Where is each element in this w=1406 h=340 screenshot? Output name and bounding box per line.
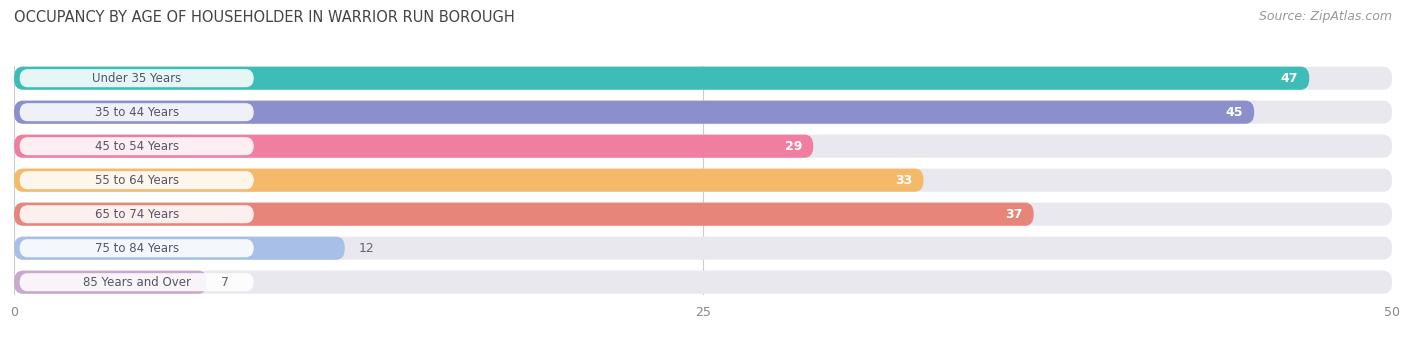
FancyBboxPatch shape [14, 169, 924, 192]
Text: OCCUPANCY BY AGE OF HOUSEHOLDER IN WARRIOR RUN BOROUGH: OCCUPANCY BY AGE OF HOUSEHOLDER IN WARRI… [14, 10, 515, 25]
Text: 65 to 74 Years: 65 to 74 Years [94, 208, 179, 221]
FancyBboxPatch shape [20, 273, 254, 291]
Text: 7: 7 [221, 276, 229, 289]
Text: Source: ZipAtlas.com: Source: ZipAtlas.com [1258, 10, 1392, 23]
FancyBboxPatch shape [14, 271, 1392, 294]
Text: 45 to 54 Years: 45 to 54 Years [94, 140, 179, 153]
FancyBboxPatch shape [14, 101, 1254, 124]
Text: 55 to 64 Years: 55 to 64 Years [94, 174, 179, 187]
FancyBboxPatch shape [14, 67, 1392, 90]
Text: 45: 45 [1226, 106, 1243, 119]
Text: 37: 37 [1005, 208, 1022, 221]
FancyBboxPatch shape [14, 169, 1392, 192]
FancyBboxPatch shape [14, 237, 344, 260]
FancyBboxPatch shape [14, 67, 1309, 90]
FancyBboxPatch shape [14, 135, 1392, 158]
Text: 47: 47 [1281, 72, 1298, 85]
Text: Under 35 Years: Under 35 Years [91, 72, 181, 85]
Text: 12: 12 [359, 242, 374, 255]
Text: 29: 29 [785, 140, 803, 153]
FancyBboxPatch shape [14, 203, 1033, 226]
Text: 33: 33 [896, 174, 912, 187]
Text: 85 Years and Over: 85 Years and Over [83, 276, 191, 289]
FancyBboxPatch shape [20, 239, 254, 257]
FancyBboxPatch shape [20, 171, 254, 189]
FancyBboxPatch shape [14, 237, 1392, 260]
FancyBboxPatch shape [20, 205, 254, 223]
FancyBboxPatch shape [20, 137, 254, 155]
Text: 75 to 84 Years: 75 to 84 Years [94, 242, 179, 255]
FancyBboxPatch shape [20, 103, 254, 121]
Text: 35 to 44 Years: 35 to 44 Years [94, 106, 179, 119]
FancyBboxPatch shape [14, 101, 1392, 124]
FancyBboxPatch shape [20, 69, 254, 87]
FancyBboxPatch shape [14, 203, 1392, 226]
FancyBboxPatch shape [14, 135, 813, 158]
FancyBboxPatch shape [14, 271, 207, 294]
